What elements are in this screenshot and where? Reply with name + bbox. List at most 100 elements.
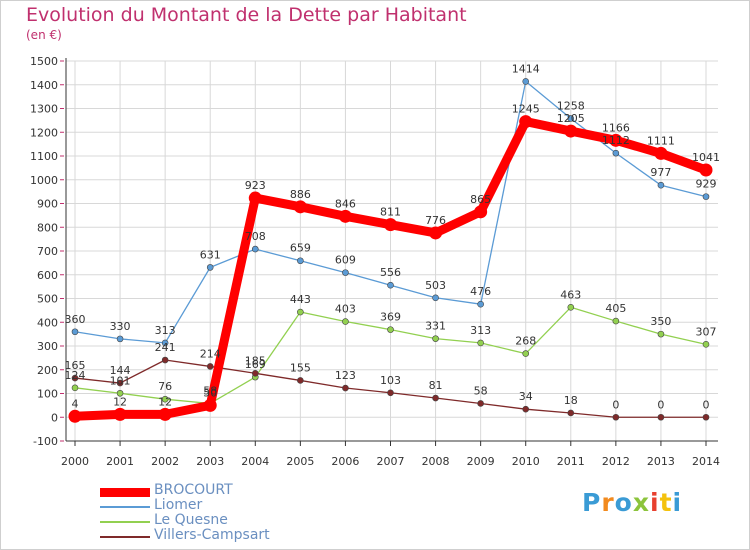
data-label: 476 [470,285,491,298]
y-tick-label: 300 [37,340,58,353]
data-point [612,317,620,325]
data-point [342,318,349,325]
data-point [609,133,623,147]
data-point [522,78,530,85]
data-label: 609 [335,254,356,267]
legend-label: Le Quesne [154,512,228,528]
data-point [699,163,713,177]
data-label: 155 [290,361,311,374]
data-point [116,389,124,397]
legend-label: BROCOURT [154,482,233,498]
data-point [477,400,484,407]
data-label: 58 [203,384,217,397]
data-label: 1041 [692,151,720,164]
data-point [206,264,214,271]
data-label: 144 [110,364,131,377]
data-point [251,370,259,377]
legend-swatch [100,487,150,497]
data-point [702,341,710,348]
logo-letter: x [632,488,650,517]
x-tick-label: 2002 [151,455,179,468]
data-label: 631 [200,248,221,261]
data-label: 708 [245,230,266,243]
data-label: 0 [612,398,619,411]
data-label: 1111 [647,134,675,147]
x-tick-label: 2012 [602,455,630,468]
data-label: 313 [155,324,176,337]
data-label: 18 [564,394,578,407]
y-tick-label: 1400 [30,79,58,92]
data-point [432,294,439,302]
y-tick-label: 1300 [30,103,58,116]
data-point [477,300,484,308]
data-label: 165 [65,359,86,372]
data-point [567,409,575,417]
data-label: 58 [474,384,488,397]
data-label: 123 [335,369,356,382]
data-point [612,149,620,157]
data-label: 76 [158,380,172,393]
data-label: 331 [425,320,446,333]
x-tick-label: 2001 [106,455,134,468]
data-label: 185 [245,354,266,367]
logo-letter: r [601,488,615,517]
data-point [567,303,575,311]
data-label: 1112 [602,134,630,147]
y-tick-label: 200 [37,364,58,377]
data-label: 811 [380,206,401,219]
data-label: 12 [113,395,127,408]
data-point [432,335,439,342]
data-point [248,191,262,205]
data-label: 886 [290,188,311,201]
data-label: 776 [425,214,446,227]
data-point [702,193,710,200]
legend-swatch [100,536,150,538]
data-point [297,308,304,316]
proxiti-logo: Proxiti [582,488,682,517]
data-point [387,389,394,397]
legend-swatch [100,506,150,508]
data-label: 0 [703,398,710,411]
legend-label: Liomer [154,497,203,513]
logo-letter: o [614,488,633,517]
data-point [338,209,352,223]
x-tick-label: 2009 [467,455,495,468]
data-label: 330 [110,320,131,333]
x-tick-label: 2005 [286,455,314,468]
data-point [387,326,394,333]
data-label: 865 [470,193,491,206]
data-label: 34 [519,390,533,403]
data-point [522,405,530,413]
data-point [71,384,79,392]
data-label: 659 [290,242,311,255]
y-tick-label: 700 [37,245,58,258]
data-label: 463 [560,288,581,301]
data-label: 503 [425,279,446,292]
data-label: 101 [110,374,131,387]
y-tick-label: -100 [33,435,58,448]
logo-letter: P [582,488,602,517]
data-label: 350 [650,315,671,328]
x-tick-label: 2006 [331,455,359,468]
data-point [477,339,484,347]
data-point [342,269,349,276]
data-point [293,200,307,214]
x-tick-label: 2000 [61,455,89,468]
data-label: 369 [380,311,401,324]
y-tick-label: 500 [37,293,58,306]
line-chart: -100010020030040050060070080090010001100… [30,55,720,468]
x-tick-label: 2011 [557,455,585,468]
data-label: 268 [515,335,536,348]
x-tick-label: 2010 [512,455,540,468]
data-point [342,384,349,392]
data-point [158,407,172,421]
x-tick-label: 2007 [377,455,405,468]
x-tick-label: 2014 [692,455,720,468]
data-point [297,257,304,265]
y-tick-label: 900 [37,198,58,211]
data-point [161,339,169,347]
data-point [71,374,79,382]
data-label: 50 [203,386,217,399]
y-tick-label: 600 [37,269,58,282]
data-point [522,350,530,357]
